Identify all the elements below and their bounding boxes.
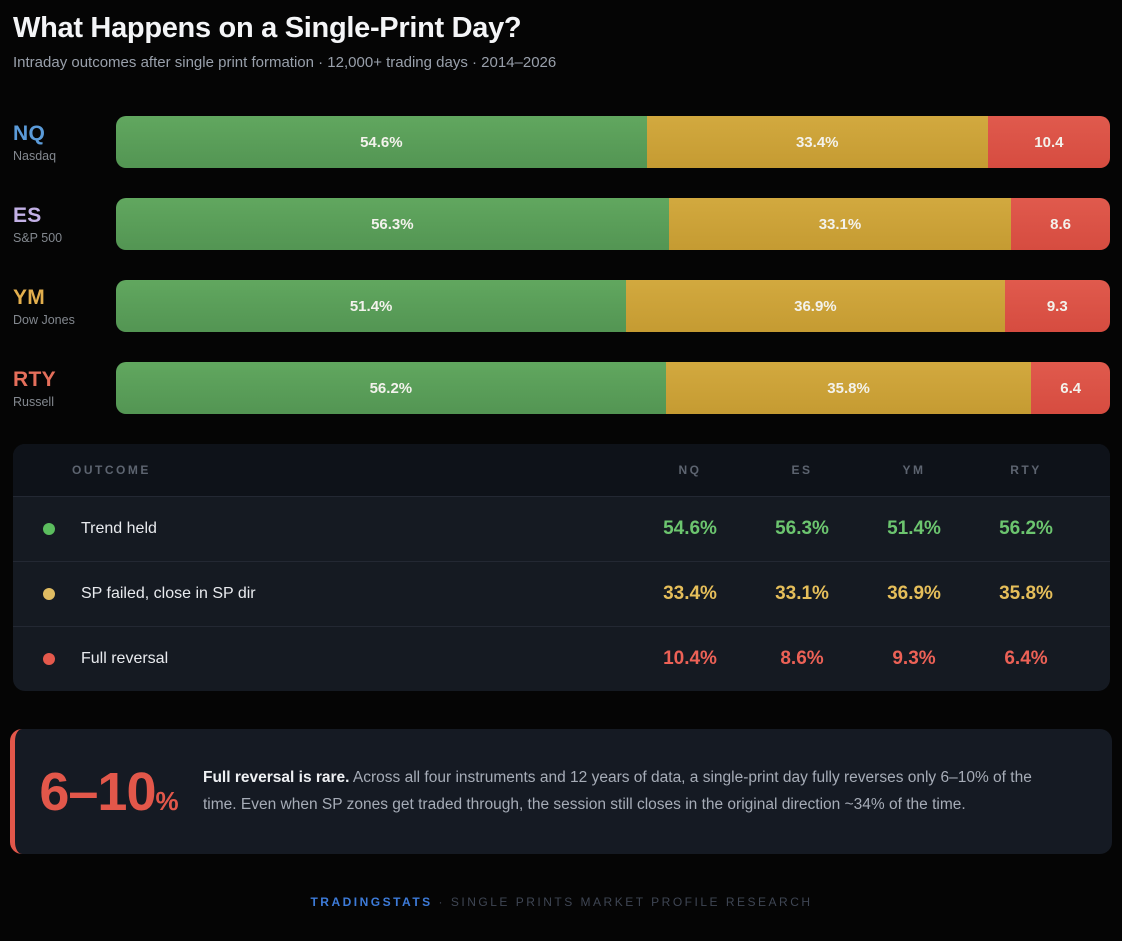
callout-stat: 6–10% xyxy=(15,765,203,819)
bar-segment-trend-held: 56.2% xyxy=(116,362,666,414)
key-insight-callout: 6–10% Full reversal is rare. Across all … xyxy=(10,729,1112,854)
segment-value: 10.4 xyxy=(1034,133,1064,151)
footer: TRADINGSTATS · SINGLE PRINTS MARKET PROF… xyxy=(13,895,1110,909)
bar-ym: 51.4% 36.9% 9.3 xyxy=(116,280,1110,332)
bar-es: 56.3% 33.1% 8.6 xyxy=(116,198,1110,250)
segment-value: 6.4 xyxy=(1060,379,1082,397)
bar-segment-sp-failed: 33.4% xyxy=(646,116,988,168)
footer-separator: · xyxy=(438,895,451,909)
table-value: 35.8% xyxy=(999,583,1053,604)
table-row: SP failed, close in SP dir 33.4% 33.1% 3… xyxy=(13,561,1110,626)
column-header-outcome: OUTCOME xyxy=(72,463,151,477)
segment-value: 36.9% xyxy=(794,297,837,315)
table-value: 51.4% xyxy=(887,518,941,539)
bar-segment-trend-held: 51.4% xyxy=(116,280,627,332)
outcome-cell: Full reversal xyxy=(13,650,634,668)
bar-row-nq: NQ Nasdaq 54.6% 33.4% 10.4 xyxy=(13,116,1110,168)
ticker-nq: NQ xyxy=(13,121,46,145)
bar-segment-sp-failed: 36.9% xyxy=(626,280,1005,332)
segment-value: 35.8% xyxy=(827,379,870,397)
brand-name: TRADINGSTATS xyxy=(310,895,433,909)
full-reversal-dot-icon xyxy=(43,653,55,665)
bar-row-es: ES S&P 500 56.3% 33.1% 8.6 xyxy=(13,198,1110,250)
sp-failed-dot-icon xyxy=(43,588,55,600)
ticker-sub-es: S&P 500 xyxy=(13,230,63,245)
column-header-es: ES xyxy=(791,463,813,477)
callout-stat-value: 6–10 xyxy=(39,761,156,822)
bar-segment-full-reversal: 9.3 xyxy=(1004,280,1110,332)
outcome-cell: Trend held xyxy=(13,520,634,538)
bar-row-ym: YM Dow Jones 51.4% 36.9% 9.3 xyxy=(13,280,1110,332)
page-title: What Happens on a Single-Print Day? xyxy=(13,12,522,44)
table-value: 36.9% xyxy=(887,583,941,604)
instrument-label-rty: RTY Russell xyxy=(13,368,116,409)
segment-value: 56.2% xyxy=(369,379,413,397)
page-subtitle: Intraday outcomes after single print for… xyxy=(13,54,557,71)
ticker-sub-rty: Russell xyxy=(13,394,54,409)
bar-rty: 56.2% 35.8% 6.4 xyxy=(116,362,1110,414)
table-value: 8.6% xyxy=(780,648,824,669)
instrument-label-es: ES S&P 500 xyxy=(13,204,116,245)
bar-segment-full-reversal: 6.4 xyxy=(1031,362,1110,414)
callout-stat-unit: % xyxy=(155,785,179,816)
bar-segment-sp-failed: 33.1% xyxy=(668,198,1012,250)
outcome-cell: SP failed, close in SP dir xyxy=(13,585,634,603)
ticker-rty: RTY xyxy=(13,367,56,391)
segment-value: 8.6 xyxy=(1050,215,1072,233)
segment-value: 54.6% xyxy=(360,133,403,151)
table-value: 33.1% xyxy=(775,583,829,604)
trend-held-dot-icon xyxy=(43,523,55,535)
segment-value: 33.1% xyxy=(818,215,862,233)
table-header-row: OUTCOME NQ ES YM RTY xyxy=(13,444,1110,496)
outcome-label: Full reversal xyxy=(81,650,169,667)
stacked-bar-chart: NQ Nasdaq 54.6% 33.4% 10.4 ES S&P 500 56… xyxy=(13,116,1110,414)
bar-segment-full-reversal: 8.6 xyxy=(1011,198,1110,250)
instrument-label-nq: NQ Nasdaq xyxy=(13,122,116,163)
segment-value: 9.3 xyxy=(1046,297,1068,315)
bar-nq: 54.6% 33.4% 10.4 xyxy=(116,116,1110,168)
outcome-label: SP failed, close in SP dir xyxy=(81,585,256,602)
table-value: 9.3% xyxy=(892,648,936,669)
table-value: 6.4% xyxy=(1004,648,1048,669)
instrument-label-ym: YM Dow Jones xyxy=(13,286,116,327)
segment-value: 33.4% xyxy=(795,133,839,151)
table-value: 54.6% xyxy=(663,518,717,539)
callout-text: Full reversal is rare. Across all four i… xyxy=(203,765,1112,818)
column-header-rty: RTY xyxy=(1010,463,1042,477)
page: What Happens on a Single-Print Day? Intr… xyxy=(10,12,1112,909)
ticker-ym: YM xyxy=(13,285,46,309)
footer-tagline: SINGLE PRINTS MARKET PROFILE RESEARCH xyxy=(450,895,813,909)
table-value: 56.3% xyxy=(775,518,829,539)
table-value: 10.4% xyxy=(663,648,717,669)
table-value: 56.2% xyxy=(999,518,1053,539)
column-header-nq: NQ xyxy=(678,463,702,477)
outcomes-table: OUTCOME NQ ES YM RTY Trend held 54.6% 56… xyxy=(13,444,1110,691)
bar-segment-trend-held: 54.6% xyxy=(116,116,647,168)
bar-row-rty: RTY Russell 56.2% 35.8% 6.4 xyxy=(13,362,1110,414)
bar-segment-trend-held: 56.3% xyxy=(116,198,669,250)
ticker-sub-ym: Dow Jones xyxy=(13,312,75,327)
segment-value: 56.3% xyxy=(371,215,414,233)
table-value: 33.4% xyxy=(663,583,717,604)
table-row: Trend held 54.6% 56.3% 51.4% 56.2% xyxy=(13,496,1110,561)
ticker-es: ES xyxy=(13,203,42,227)
ticker-sub-nq: Nasdaq xyxy=(13,148,57,163)
callout-body: Across all four instruments and 12 years… xyxy=(203,768,1032,813)
segment-value: 51.4% xyxy=(349,297,393,315)
table-row: Full reversal 10.4% 8.6% 9.3% 6.4% xyxy=(13,626,1110,691)
outcome-label: Trend held xyxy=(81,520,157,537)
callout-lead: Full reversal is rare. xyxy=(203,768,350,786)
bar-segment-sp-failed: 35.8% xyxy=(665,362,1032,414)
bar-segment-full-reversal: 10.4 xyxy=(987,116,1110,168)
column-header-ym: YM xyxy=(902,463,926,477)
